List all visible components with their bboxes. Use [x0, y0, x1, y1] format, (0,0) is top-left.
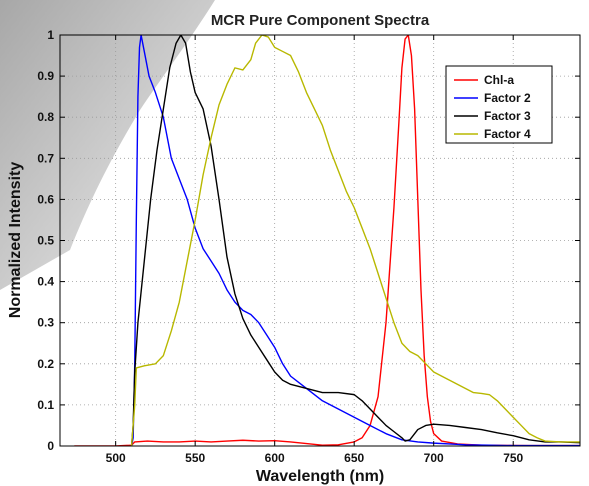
legend-label: Factor 4	[484, 127, 531, 141]
series-line-chl-a	[74, 35, 580, 446]
x-tick-label: 650	[344, 451, 364, 465]
y-tick-label: 0.9	[37, 69, 54, 83]
y-tick-label: 0.7	[37, 151, 54, 165]
y-tick-label: 0.2	[37, 357, 54, 371]
series-line-factor-3	[130, 35, 580, 446]
series-line-factor-4	[130, 35, 580, 446]
x-tick-label: 500	[106, 451, 126, 465]
x-tick-label: 550	[185, 451, 205, 465]
y-tick-label: 0.1	[37, 398, 54, 412]
x-axis-label: Wavelength (nm)	[256, 468, 384, 485]
legend-box	[445, 65, 553, 144]
x-tick-label: 700	[424, 451, 444, 465]
background-shading	[0, 0, 215, 290]
legend: Chl-a Factor 2 Factor 3 Factor 4	[445, 65, 553, 144]
legend-label: Chl-a	[484, 73, 514, 87]
y-axis-label: Normalized Intensity	[7, 162, 24, 319]
y-tick-label: 0.8	[37, 110, 54, 124]
y-tick-label: 0.6	[37, 192, 54, 206]
x-tick-label: 600	[265, 451, 285, 465]
y-tick-label: 0.3	[37, 316, 54, 330]
legend-label: Factor 3	[484, 109, 531, 123]
y-tick-label: 1	[47, 28, 54, 42]
y-tick-label: 0	[47, 439, 54, 453]
axis-ticks: 500 550 600 650 700 750 0 0.1 0.2 0.3 0.4 0.5 0.6 0.7…	[37, 28, 580, 465]
y-tick-label: 0.4	[37, 275, 54, 289]
legend-label: Factor 2	[484, 91, 531, 105]
series-layer	[74, 35, 580, 446]
x-tick-label: 750	[503, 451, 523, 465]
chart-title: MCR Pure Component Spectra	[211, 12, 430, 29]
y-tick-label: 0.5	[37, 234, 54, 248]
